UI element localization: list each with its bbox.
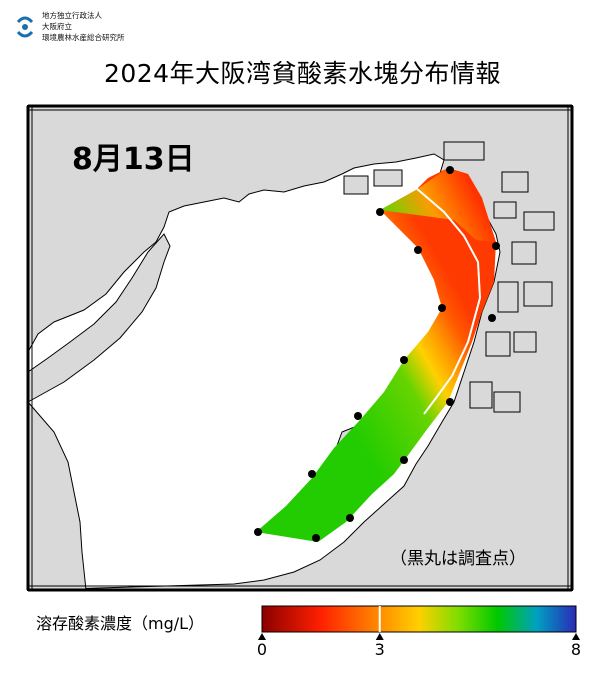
survey-point <box>488 314 496 322</box>
map-frame-ticks <box>26 104 574 592</box>
awaji-island <box>27 233 171 403</box>
colorbar-tick-mark <box>375 633 384 640</box>
colorbar <box>258 604 582 674</box>
colorbar-tick-label: 8 <box>570 640 582 659</box>
page-title: 2024年大阪湾貧酸素水塊分布情報 <box>103 59 502 88</box>
do-contour-3 <box>415 187 482 415</box>
legend-note: （黒丸は調査点） <box>390 549 526 569</box>
do-distribution <box>256 168 496 542</box>
colorbar-tick-mark <box>572 633 580 640</box>
institute-name-line-2: 大阪府立 <box>42 22 72 31</box>
colorbar-label: 溶存酸素濃度（mg/L） <box>36 614 205 633</box>
survey-date: 8月13日 <box>72 142 195 177</box>
institute-logo: 地方独立行政法人 大阪府立 環境農林水産総合研究所 <box>14 8 194 48</box>
colorbar-ramp <box>261 605 577 633</box>
colorbar-ticks <box>258 633 580 640</box>
survey-point <box>254 528 262 536</box>
survey-point <box>312 534 320 542</box>
survey-point <box>446 166 454 174</box>
survey-point <box>400 356 408 364</box>
colorbar-tick-mark <box>258 633 266 640</box>
survey-point <box>438 304 446 312</box>
harbor-islands <box>343 141 555 413</box>
survey-point <box>414 246 422 254</box>
bay-map <box>26 104 574 592</box>
survey-point <box>308 470 316 478</box>
institute-name-line-3: 環境農林水産総合研究所 <box>42 33 125 42</box>
survey-point <box>492 242 500 250</box>
survey-points <box>254 166 500 542</box>
survey-point <box>354 412 362 420</box>
map-frame-minor-ticks <box>28 106 572 590</box>
survey-point <box>400 456 408 464</box>
map-panel <box>24 102 576 594</box>
institute-name: 地方独立行政法人 大阪府立 環境農林水産総合研究所 <box>42 10 125 43</box>
colorbar-graphic <box>258 605 580 640</box>
survey-point <box>446 398 454 406</box>
colorbar-tick-label: 0 <box>256 640 268 659</box>
colorbar-tick-label: 3 <box>374 640 385 659</box>
institute-name-line-1: 地方独立行政法人 <box>42 11 102 20</box>
institute-logo-mark <box>16 16 34 38</box>
survey-point <box>346 514 354 522</box>
survey-point <box>376 208 384 216</box>
